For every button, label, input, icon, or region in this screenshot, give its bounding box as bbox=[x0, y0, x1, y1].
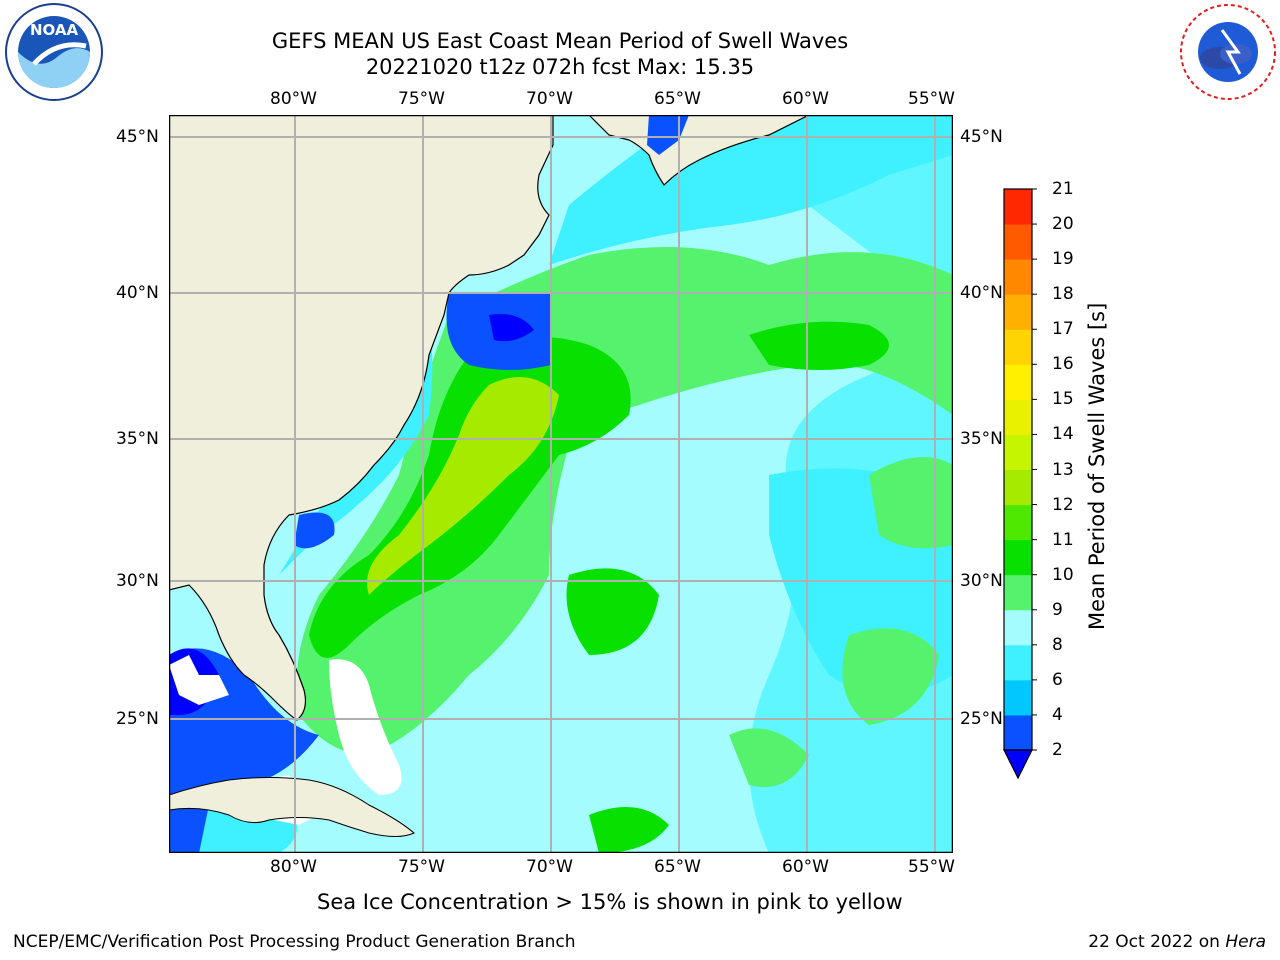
noaa-logo-text: NOAA bbox=[30, 21, 79, 39]
map-border bbox=[169, 115, 953, 853]
lon-label-top-75w: 75°W bbox=[398, 89, 445, 109]
colorbar-segment bbox=[1004, 189, 1032, 225]
colorbar-ticks: 2 4 6 8 9 10 11 12 13 14 15 16 17 18 19 20 21 bbox=[1052, 0, 1092, 960]
colorbar-tick-label: 8 bbox=[1052, 634, 1063, 655]
lat-label-left-35n: 35°N bbox=[116, 429, 159, 449]
colorbar-segment bbox=[1004, 679, 1032, 716]
colorbar-segment bbox=[1004, 399, 1032, 435]
colorbar-segment bbox=[1004, 224, 1032, 260]
lat-label-right-45n: 45°N bbox=[960, 127, 1003, 147]
colorbar-tick-label: 10 bbox=[1052, 564, 1074, 585]
colorbar-segment bbox=[1004, 294, 1032, 330]
nws-logo bbox=[1180, 4, 1276, 100]
map-gridlines bbox=[169, 115, 953, 853]
lat-label-left-30n: 30°N bbox=[116, 571, 159, 591]
lat-label-right-35n: 35°N bbox=[960, 429, 1003, 449]
lon-label-top-55w: 55°W bbox=[908, 89, 955, 109]
lat-label-left-25n: 25°N bbox=[116, 709, 159, 729]
colorbar-tick-label: 2 bbox=[1052, 740, 1063, 760]
land-us-east-coast bbox=[169, 115, 554, 721]
chart-subtitle: 20221020 t12z 072h fcst Max: 15.35 bbox=[365, 55, 755, 79]
colorbar-tick-label: 15 bbox=[1052, 389, 1074, 410]
colorbar-segment bbox=[1004, 644, 1032, 681]
lon-label-bottom-70w: 70°W bbox=[526, 857, 573, 877]
colorbar-tick-label: 20 bbox=[1052, 214, 1074, 235]
colorbar-segment bbox=[1004, 469, 1032, 506]
colorbar-tick-label: 21 bbox=[1052, 179, 1074, 199]
colorbar-segment bbox=[1004, 259, 1032, 295]
lon-label-top-65w: 65°W bbox=[654, 89, 701, 109]
land-maritimes bbox=[588, 115, 810, 186]
lon-label-bottom-65w: 65°W bbox=[654, 857, 701, 877]
colorbar-tick-label: 11 bbox=[1052, 529, 1074, 550]
lat-label-right-30n: 30°N bbox=[960, 571, 1003, 591]
colorbar-label: Mean Period of Swell Waves [s] bbox=[1085, 302, 1109, 630]
colorbar-segment bbox=[1004, 609, 1032, 646]
land-cuba bbox=[169, 777, 415, 837]
colorbar-segment bbox=[1004, 539, 1032, 576]
lon-label-top-70w: 70°W bbox=[526, 89, 573, 109]
colorbar-segment bbox=[1004, 714, 1032, 751]
colorbar-tick-label: 6 bbox=[1052, 669, 1063, 690]
colorbar-tick-label: 19 bbox=[1052, 249, 1074, 270]
colorbar-segment bbox=[1004, 574, 1032, 611]
swell-region-yellow-green bbox=[367, 377, 559, 595]
colorbar-segment bbox=[1004, 329, 1032, 365]
colorbar-tick-label: 4 bbox=[1052, 704, 1063, 725]
lon-label-top-80w: 80°W bbox=[270, 89, 317, 109]
swell-period-map bbox=[169, 115, 953, 853]
colorbar-tick-label: 13 bbox=[1052, 459, 1074, 480]
lat-label-right-40n: 40°N bbox=[960, 283, 1003, 303]
lat-label-left-40n: 40°N bbox=[116, 283, 159, 303]
footer-right: 22 Oct 2022 on Hera bbox=[1088, 932, 1266, 952]
sea-ice-note: Sea Ice Concentration > 15% is shown in … bbox=[317, 890, 903, 914]
colorbar-tick-label: 16 bbox=[1052, 354, 1074, 375]
colorbar-tick-label: 17 bbox=[1052, 319, 1074, 340]
colorbar-segment bbox=[1004, 504, 1032, 541]
lat-label-right-25n: 25°N bbox=[960, 709, 1003, 729]
colorbar-tick-label: 14 bbox=[1052, 424, 1074, 445]
colorbar-tick-label: 18 bbox=[1052, 284, 1074, 305]
lon-label-top-60w: 60°W bbox=[782, 89, 829, 109]
colorbar-under-triangle bbox=[1003, 749, 1033, 780]
lon-label-bottom-80w: 80°W bbox=[270, 857, 317, 877]
colorbar-tick-label: 9 bbox=[1052, 599, 1063, 620]
footer-date: 22 Oct 2022 on bbox=[1088, 932, 1226, 952]
lon-label-bottom-55w: 55°W bbox=[908, 857, 955, 877]
colorbar-tick-label: 12 bbox=[1052, 494, 1074, 515]
footer-host: Hera bbox=[1225, 932, 1266, 952]
colorbar bbox=[1003, 188, 1037, 780]
noaa-logo: NOAA bbox=[5, 3, 103, 101]
chart-title: GEFS MEAN US East Coast Mean Period of S… bbox=[271, 29, 849, 53]
footer-left: NCEP/EMC/Verification Post Processing Pr… bbox=[13, 932, 576, 952]
lat-label-left-45n: 45°N bbox=[116, 127, 159, 147]
colorbar-segment bbox=[1004, 364, 1032, 400]
no-data-bahamas bbox=[329, 659, 402, 795]
lon-label-bottom-75w: 75°W bbox=[398, 857, 445, 877]
lon-label-bottom-60w: 60°W bbox=[782, 857, 829, 877]
colorbar-segment bbox=[1004, 434, 1032, 470]
